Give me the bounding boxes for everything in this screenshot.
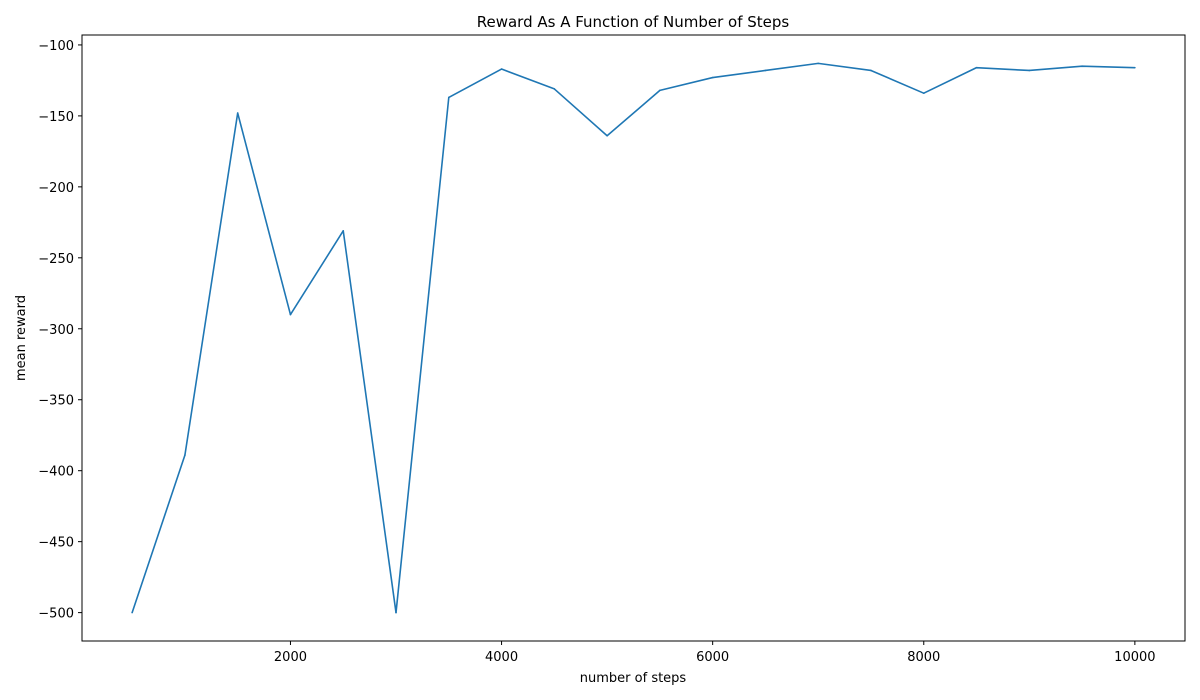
data-point: [764, 69, 767, 72]
plot-area: [131, 62, 1136, 614]
data-point: [711, 76, 714, 79]
data-point: [922, 92, 925, 94]
data-point: [975, 66, 978, 69]
x-tick-label: 4000: [485, 650, 518, 665]
data-point: [236, 112, 239, 114]
chart-title: Reward As A Function of Number of Steps: [477, 13, 790, 31]
data-point: [606, 134, 608, 137]
y-axis-label: mean reward: [14, 295, 29, 381]
x-tick-label: 6000: [696, 650, 729, 665]
y-axis: −500 −450 −400 −350 −300 −250 −200 −150 −100: [38, 39, 82, 622]
y-tick-label: −300: [38, 323, 74, 338]
data-point: [131, 611, 133, 614]
data-point: [1081, 65, 1083, 68]
y-tick-label: −500: [38, 607, 74, 622]
x-tick-label: 2000: [274, 650, 307, 665]
y-tick-label: −150: [38, 110, 74, 125]
series-line: [131, 62, 1135, 614]
x-axis: 2000 4000 6000 8000 10000: [274, 641, 1156, 665]
plot-frame: [81, 34, 1186, 642]
data-point: [342, 230, 345, 232]
data-point: [395, 611, 397, 614]
data-point: [553, 88, 556, 90]
x-axis-label: number of steps: [580, 671, 687, 686]
data-point: [500, 68, 503, 70]
data-point: [1028, 69, 1031, 72]
data-point: [870, 69, 872, 72]
data-point: [817, 62, 820, 65]
y-tick-label: −450: [38, 536, 74, 551]
data-point: [289, 313, 292, 316]
data-point: [447, 96, 450, 99]
y-tick-label: −200: [38, 181, 74, 196]
x-tick-label: 10000: [1114, 650, 1155, 665]
data-point: [659, 89, 661, 92]
x-tick-label: 8000: [907, 650, 940, 665]
y-tick-label: −250: [38, 252, 74, 267]
data-point: [1134, 66, 1136, 69]
y-tick-label: −350: [38, 394, 74, 409]
y-tick-label: −400: [38, 465, 74, 480]
y-tick-label: −100: [38, 39, 74, 54]
data-point: [184, 454, 186, 456]
